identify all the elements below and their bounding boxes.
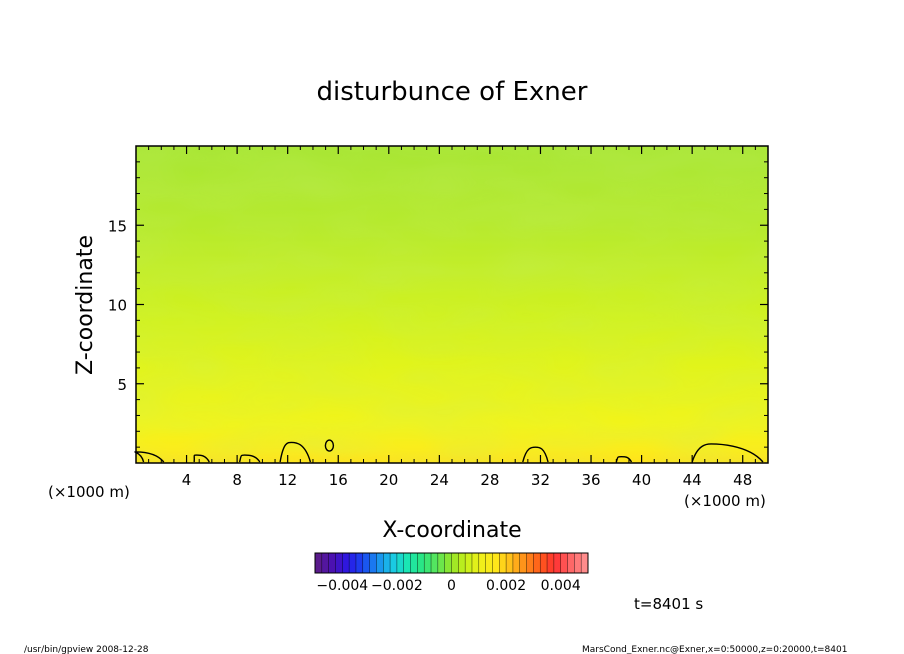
colorbar-swatch: [567, 553, 575, 573]
colorbar-swatch: [471, 553, 480, 573]
y-tick-label: 5: [117, 376, 127, 394]
contour-line: [193, 454, 210, 463]
colorbar-swatch: [390, 553, 398, 573]
colorbar-swatch: [431, 553, 439, 573]
y-axis-label: Z-coordinate: [73, 235, 98, 375]
time-label: t=8401 s: [634, 595, 703, 613]
y-tick-label: 10: [108, 297, 127, 315]
colorbar-swatch: [315, 553, 323, 573]
colorbar-swatch: [458, 553, 466, 573]
colorbar-swatch: [519, 553, 527, 573]
colorbar-swatch: [417, 553, 425, 573]
colorbar-swatch: [540, 553, 548, 573]
zero-contour-lines: [134, 439, 764, 463]
colorbar-swatch: [335, 553, 343, 573]
colorbar-swatch: [485, 553, 493, 573]
colorbar-tick-label: −0.002: [371, 578, 423, 594]
footer-right: MarsCond_Exner.nc@Exner,x=0:50000,z=0:20…: [582, 645, 847, 654]
colorbar-swatch: [581, 553, 589, 573]
contour-line: [691, 443, 764, 463]
colorbar-swatch: [492, 553, 500, 573]
chart-title: disturbunce of Exner: [317, 77, 588, 107]
x-axis-unit: (×1000 m): [48, 483, 130, 501]
x-tick-label: 44: [683, 471, 702, 489]
colorbar-swatch: [410, 553, 418, 573]
colorbar-swatch: [376, 553, 384, 573]
x-tick-label: 12: [278, 471, 297, 489]
colorbar-swatch: [349, 553, 357, 573]
colorbar-swatch: [342, 553, 350, 573]
colorbar-swatch: [424, 553, 432, 573]
x-tick-label: 20: [379, 471, 398, 489]
x-tick-label: 4: [182, 471, 192, 489]
y-tick-label: 15: [108, 217, 127, 235]
colorbar-tick-label: −0.004: [316, 578, 368, 594]
y-axis-ticks: 5 10 15: [108, 161, 768, 448]
colorbar-swatch: [506, 553, 514, 573]
x-tick-label: 48: [733, 471, 752, 489]
contour-line: [324, 439, 335, 452]
colorbar-swatch: [478, 553, 487, 573]
contour-line: [238, 454, 261, 463]
colorbar-frame: [314, 552, 589, 574]
x-tick-label: 40: [632, 471, 651, 489]
colorbar: [314, 552, 589, 574]
colorbar-swatch: [451, 553, 459, 573]
colorbar-swatch: [499, 553, 507, 573]
x-axis-unit-right: (×1000 m): [684, 492, 766, 510]
contour-line: [279, 441, 312, 463]
x-tick-label: 24: [430, 471, 449, 489]
x-axis-ticks: 4 8 12 16 20 24 28 32 36 40 44 48: [148, 146, 756, 489]
colorbar-swatch: [547, 553, 555, 573]
contour-line: [522, 446, 549, 463]
colorbar-swatch: [403, 553, 411, 573]
footer-left: /usr/bin/gpview 2008-12-28: [24, 645, 149, 654]
colorbar-swatch: [321, 553, 330, 573]
colorbar-tick-label: 0: [447, 578, 456, 594]
colorbar-tick-label: 0.002: [486, 578, 526, 594]
colorbar-swatch: [383, 553, 391, 573]
x-axis-label: X-coordinate: [382, 518, 521, 543]
colorbar-swatch: [560, 553, 568, 573]
colorbar-swatch: [355, 553, 364, 573]
x-tick-label: 32: [531, 471, 550, 489]
contour-line: [615, 455, 633, 463]
colorbar-swatch: [465, 553, 473, 573]
x-tick-label: 28: [480, 471, 499, 489]
field-texture: [136, 146, 768, 463]
x-tick-label: 16: [329, 471, 348, 489]
colorbar-swatch: [437, 553, 446, 573]
colorbar-swatch: [574, 553, 582, 573]
colorbar-tick-labels: −0.004 −0.002 0 0.002 0.004: [316, 578, 580, 594]
colorbar-swatch: [369, 553, 377, 573]
x-tick-label: 36: [581, 471, 600, 489]
colorbar-swatch: [553, 553, 562, 573]
colorbar-swatch: [512, 553, 521, 573]
colorbar-swatch: [396, 553, 405, 573]
colorbar-tick-label: 0.004: [541, 578, 581, 594]
colorbar-swatch: [444, 553, 452, 573]
x-tick-label: 8: [232, 471, 242, 489]
colorbar-swatch: [328, 553, 336, 573]
colorbar-swatch: [533, 553, 541, 573]
colorbar-swatch: [362, 553, 370, 573]
colorbar-swatch: [526, 553, 534, 573]
